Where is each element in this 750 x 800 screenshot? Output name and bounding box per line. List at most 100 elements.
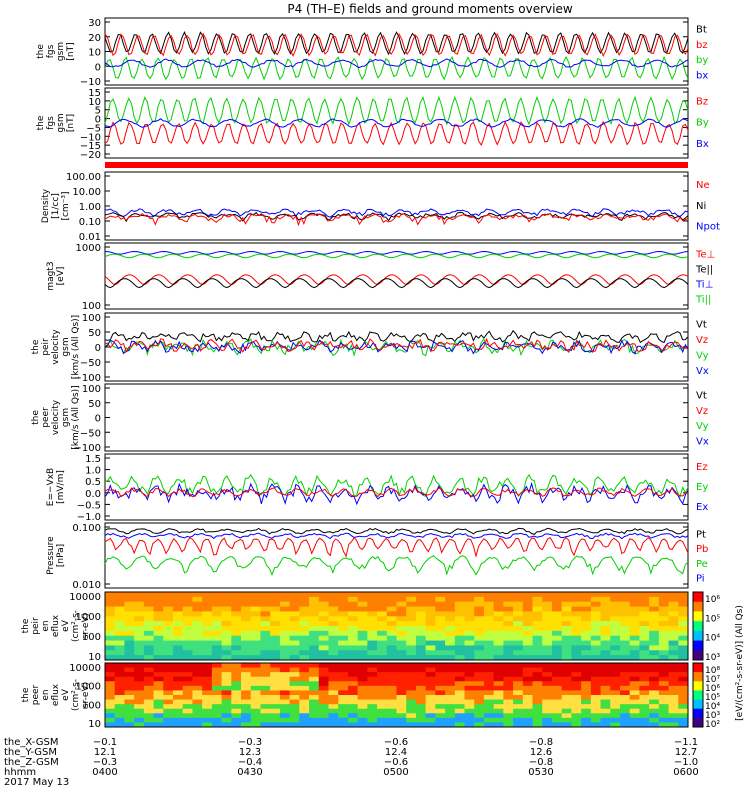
series-line-Vz (104, 337, 689, 353)
legend-entry: Bt (696, 25, 707, 36)
x-row-value: −1.0 (674, 757, 698, 768)
spectrogram-cell (386, 650, 397, 656)
spectrogram-cell (270, 630, 281, 637)
spectrogram-cell (668, 722, 679, 728)
spectrogram-cell (435, 685, 446, 691)
spectrogram-cell (454, 626, 466, 632)
spectrogram-cell (590, 630, 602, 637)
spectrogram-cell (124, 681, 135, 687)
spectrogram-cell (250, 626, 261, 632)
spectrogram-cell (445, 626, 456, 632)
spectrogram-cell (299, 655, 310, 661)
y-tick-label: −10 (80, 132, 101, 143)
spectrogram-cell (260, 596, 271, 603)
spectrogram-cell (105, 640, 116, 646)
spectrogram-cell (590, 681, 602, 687)
spectrogram-cell (347, 635, 359, 642)
spectrogram-cell (406, 645, 417, 651)
spectrogram-cell (522, 708, 534, 714)
y-tick-label: 10.00 (72, 187, 101, 198)
y-tick-label: −100 (74, 373, 101, 384)
spectrogram-cell (299, 621, 310, 627)
spectrogram-cell (415, 606, 427, 612)
spectrogram-cell (211, 717, 223, 723)
spectrogram-cell (493, 722, 504, 728)
spectrogram-cell (493, 695, 504, 701)
spectrogram-cell (367, 708, 378, 714)
spectrogram-cell (619, 601, 631, 608)
spectrogram-cell (435, 681, 446, 687)
spectrogram-cell (134, 640, 145, 646)
spectrogram-cell (415, 655, 427, 661)
spectrogram-cell (143, 722, 155, 728)
spectrogram-cell (649, 621, 660, 627)
spectrogram-cell (182, 606, 193, 612)
spectrogram-cell (250, 611, 261, 617)
spectrogram-cell (503, 640, 514, 646)
spectrogram-cell (483, 676, 495, 682)
spectrogram-cell (454, 685, 466, 691)
spectrogram-cell (143, 635, 155, 642)
spectrogram-cell (542, 621, 553, 627)
spectrogram-cell (114, 611, 125, 617)
spectrogram-cell (231, 685, 242, 691)
spectrogram-cell (347, 699, 359, 705)
legend-entry: Ti⊥ (695, 280, 713, 291)
spectrogram-cell (221, 690, 232, 696)
legend-entry: Bx (696, 139, 709, 150)
spectrogram-cell (396, 704, 407, 710)
series-line-Te|| (104, 278, 689, 289)
spectrogram-cell (367, 672, 378, 678)
spectrogram-cell (270, 596, 281, 603)
spectrogram-cell (289, 640, 300, 646)
spectrogram-cell (668, 650, 679, 656)
spectrogram-cell (474, 626, 485, 632)
spectrogram-cell (610, 713, 621, 719)
spectrogram-cell (250, 650, 261, 656)
spectrogram-cell (377, 681, 388, 687)
spectrogram-cell (493, 713, 504, 719)
spectrogram-cell (396, 667, 407, 673)
spectrogram-cell (649, 655, 660, 661)
spectrogram-cell (367, 635, 378, 642)
spectrogram-cell (474, 699, 485, 705)
spectrogram-cell (483, 635, 495, 642)
spectrogram-cell (600, 699, 611, 705)
colorbar-segment (693, 699, 703, 710)
spectrogram-cell (445, 601, 456, 608)
spectrogram-cell (590, 655, 602, 661)
spectrogram-cell (629, 676, 640, 682)
spectrogram-cell (250, 722, 261, 728)
spectrogram-cell (474, 685, 485, 691)
legend-entry: Vz (696, 335, 708, 346)
spectrogram-cell (279, 690, 291, 696)
spectrogram-cell (299, 596, 310, 603)
spectrogram-cell (211, 621, 223, 627)
spectrogram-cell (221, 645, 232, 651)
spectrogram-cell (182, 667, 193, 673)
y-label-line: peir (41, 338, 51, 356)
spectrogram-cell (270, 676, 281, 682)
spectrogram-cell (173, 645, 184, 651)
spectrogram-cell (493, 606, 504, 612)
spectrogram-cell (532, 690, 543, 696)
series-line-Ne (104, 212, 689, 227)
spectrogram-cell (629, 699, 640, 705)
spectrogram-cell (503, 708, 514, 714)
spectrogram-cell (134, 635, 145, 642)
spectrogram-cell (600, 713, 611, 719)
spectrogram-cell (600, 663, 611, 669)
y-tick-label: 10 (88, 48, 101, 59)
spectrogram-cell (464, 655, 475, 661)
spectrogram-cell (513, 650, 524, 656)
spectrogram-cell (600, 676, 611, 682)
spectrogram-cell (221, 640, 232, 646)
spectrogram-cell (338, 630, 349, 637)
spectrogram-cell (250, 663, 261, 669)
spectrogram-cell (610, 663, 621, 669)
spectrogram-cell (328, 681, 339, 687)
spectrogram-cell (678, 640, 689, 646)
spectrogram-cell (415, 681, 427, 687)
spectrogram-cell (629, 596, 640, 603)
spectrogram-cell (532, 650, 543, 656)
